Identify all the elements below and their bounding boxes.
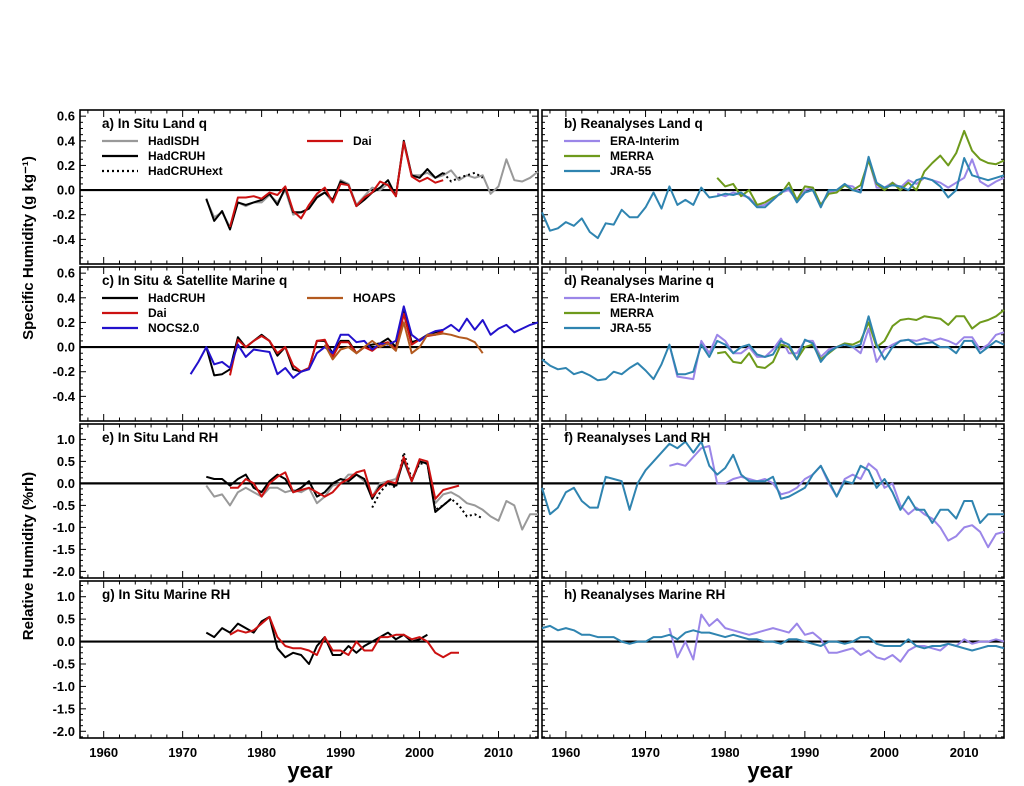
series-line-jra-55 [541,624,1005,652]
ytick-label: -0.5 [53,498,75,513]
ytick-label: -2.0 [53,724,75,739]
panel-title: b) Reanalyses Land q [564,116,703,131]
ytick-label: 0.6 [57,266,75,281]
ytick-label: -0.4 [53,389,76,404]
ytick-label: 0.0 [57,183,75,198]
legend-label: HadISDH [148,134,199,148]
series-line-dai [230,456,460,500]
legend-label: NOCS2.0 [148,321,200,335]
series-line-merra [717,309,1005,369]
series-line-jra-55 [541,440,1004,524]
panel-title: c) In Situ & Satellite Marine q [102,273,287,288]
xtick-label: 1970 [168,745,197,760]
panel-title: f) Reanalyses Land RH [564,430,710,445]
legend-label: MERRA [610,306,654,320]
xtick-label: 1980 [247,745,276,760]
panel-d: d) Reanalyses Marine q ERA-InterimMERRAJR… [541,266,1005,422]
ytick-label: -0.5 [53,656,75,671]
series-line-era-interim [668,613,1005,663]
panel-f: f) Reanalyses Land RH [541,423,1005,579]
xtick-label: 1960 [89,745,118,760]
panel-b: b) Reanalyses Land q ERA-InterimMERRAJRA-… [541,109,1005,265]
panel-e: 1.0 0.5 0.0 -0.5 -1.0 -1.5 -2.0 e) In Situ Land… [53,423,539,579]
panel-c: 0.6 0.4 0.2 0.0 -0.2 -0.4 c) In Situ & Satelli… [53,266,539,422]
ytick-label: 0.0 [57,340,75,355]
panel-title: d) Reanalyses Marine q [564,273,714,288]
ytick-label: -0.2 [53,364,75,379]
xtick-label: 1990 [790,745,819,760]
series-line-hadcruh [206,458,452,513]
xtick-label: 1990 [326,745,355,760]
xtick-label: 2000 [405,745,434,760]
xtick-label: 2010 [484,745,513,760]
legend-label: ERA-Interim [610,291,679,305]
ytick-label: 0.2 [57,158,75,173]
panel-h: 1960 1970 1980 1990 2000 2010 h) Reanalyses Ma… [541,580,1005,760]
panel-title: g) In Situ Marine RH [102,587,230,602]
legend-label: MERRA [610,149,654,163]
ytick-label: 0.5 [57,612,75,627]
panel-title: e) In Situ Land RH [102,430,218,445]
legend-label: HadCRUH [148,291,205,305]
ytick-label: 0.5 [57,454,75,469]
panel-title: a) In Situ Land q [102,116,207,131]
legend-label: HadCRUHext [148,164,223,178]
legend-label: JRA-55 [610,321,652,335]
ytick-label: -0.4 [53,232,76,247]
series-line-jra-55 [541,315,1005,382]
panel-frame [79,580,539,739]
panel-frame [541,423,1005,579]
xlabel-right: year [747,758,793,783]
series-line-hadisdh [205,142,539,228]
legend-label: ERA-Interim [610,134,679,148]
ytick-label: -0.2 [53,207,75,222]
series-line-nocs2-0 [189,305,539,379]
panel-title: h) Reanalyses Marine RH [564,587,725,602]
panel-a: 0.6 0.4 0.2 0.0 -0.2 -0.4 a) In Situ Land q Had… [53,109,539,265]
legend-label: Dai [353,134,372,148]
xtick-label: 2010 [950,745,979,760]
ytick-label: -1.5 [53,542,75,557]
ytick-label: 0.4 [57,133,76,148]
ytick-label: 0.4 [57,290,76,305]
legend-label: HOAPS [353,291,396,305]
series-line-hadcruh [205,139,444,231]
legend-label: Dai [148,306,167,320]
ytick-label: -1.0 [53,520,75,535]
series-line-hadcruh [205,615,428,665]
xtick-label: 1970 [631,745,660,760]
ylabel-specific-humidity: Specific Humidity (g kg⁻¹) [20,156,37,340]
ytick-label: -1.5 [53,701,75,716]
ytick-label: -1.0 [53,679,75,694]
series-line-dai [229,141,444,228]
xlabel-left: year [287,758,333,783]
ytick-label: 0.6 [57,109,75,124]
series-line-jra-55 [541,155,1005,240]
panel-frame [79,423,539,579]
panels-layer: 0.6 0.4 0.2 0.0 -0.2 -0.4 a) In Situ Land q Had… [53,109,1005,760]
ytick-label: -2.0 [53,564,75,579]
legend-label: JRA-55 [610,164,652,178]
axis-text-layer: Specific Humidity (g kg⁻¹) Relative Humi… [20,156,793,783]
series-line-dai [229,312,444,376]
ytick-label: 1.0 [57,589,75,604]
xtick-label: 1960 [551,745,580,760]
series-line-merra [716,129,1005,206]
legend-label: HadCRUH [148,149,205,163]
series-line-dai [229,615,459,659]
ylabel-relative-humidity: Relative Humidity (%rh) [20,472,37,640]
panel-g: 1.0 0.5 0.0 -0.5 -1.0 -1.5 -2.0 1960 1970 1980 199… [53,580,539,760]
series-line-hoaps [323,321,484,361]
ytick-label: 0.2 [57,315,75,330]
xtick-label: 1980 [711,745,740,760]
ytick-label: 0.0 [57,634,75,649]
xtick-label: 2000 [870,745,899,760]
ytick-label: 1.0 [57,432,75,447]
ytick-label: 0.0 [57,476,75,491]
panel-frame [541,580,1005,739]
